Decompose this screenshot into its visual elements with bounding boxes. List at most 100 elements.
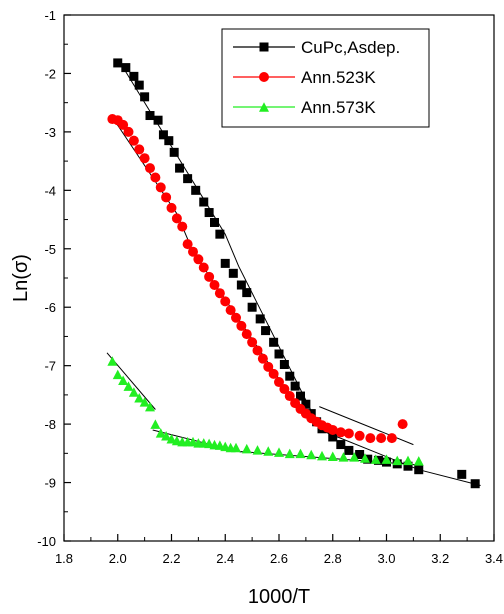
data-point (193, 254, 204, 265)
data-point (155, 182, 166, 193)
data-point (112, 369, 123, 380)
data-point (215, 229, 225, 239)
data-point (414, 465, 424, 475)
data-point (274, 349, 284, 359)
x-tick-label: 2.8 (324, 551, 342, 566)
data-point (175, 163, 185, 173)
data-series (107, 58, 480, 489)
series-1 (107, 114, 408, 444)
data-point (247, 337, 258, 348)
data-point (145, 163, 155, 174)
x-tick-label: 3.0 (377, 551, 395, 566)
data-point (118, 375, 129, 386)
data-point (255, 314, 265, 324)
data-point (171, 213, 182, 224)
data-point (296, 391, 305, 401)
data-point (121, 63, 131, 73)
data-point (183, 174, 193, 184)
legend-label: CuPc,Asdep. (301, 38, 400, 57)
data-point (381, 454, 392, 464)
data-point (274, 377, 284, 388)
data-point (242, 288, 252, 298)
data-point (177, 221, 188, 232)
data-point (241, 443, 252, 454)
data-point (470, 479, 480, 489)
data-point (113, 58, 123, 68)
data-point (228, 268, 238, 278)
data-point (403, 461, 413, 471)
data-point (247, 302, 257, 312)
data-point (284, 448, 295, 459)
series-0 (113, 58, 480, 489)
data-point (204, 208, 214, 218)
data-point (210, 217, 219, 227)
data-point (261, 326, 271, 336)
data-point (166, 433, 177, 444)
data-point (123, 126, 134, 137)
x-tick-label: 2.6 (270, 551, 288, 566)
data-point (397, 419, 408, 430)
data-point (225, 305, 236, 316)
data-point (169, 147, 179, 157)
series-2 (107, 356, 424, 466)
data-point (274, 447, 284, 457)
data-point (153, 115, 163, 125)
data-point (335, 427, 346, 438)
data-point (139, 153, 150, 164)
data-point (457, 469, 467, 479)
y-tick-label: -6 (44, 300, 56, 315)
data-point (150, 172, 161, 183)
x-tick-label: 2.2 (162, 551, 180, 566)
data-point (214, 288, 225, 299)
data-point (107, 356, 118, 366)
data-point (317, 450, 327, 461)
data-point (134, 144, 145, 155)
data-point (220, 296, 231, 307)
data-point (344, 445, 354, 455)
y-tick-label: -7 (44, 359, 56, 374)
legend-box (221, 28, 430, 128)
data-point (236, 320, 247, 331)
legend-label: Ann.573K (301, 98, 376, 117)
data-point (349, 452, 360, 462)
legend-label: Ann.523K (301, 68, 376, 87)
data-point (392, 455, 403, 466)
x-tick-label: 1.8 (55, 551, 73, 566)
data-point (285, 371, 295, 381)
data-point (161, 192, 172, 203)
data-point (236, 280, 246, 290)
data-point (355, 450, 365, 460)
data-point (327, 451, 338, 462)
x-tick-label: 3.2 (431, 551, 449, 566)
data-point (118, 119, 129, 130)
data-point (220, 258, 230, 268)
y-tick-label: -8 (44, 417, 56, 432)
x-tick-label: 3.4 (485, 551, 503, 566)
data-point (164, 136, 174, 146)
data-point (370, 454, 381, 464)
data-point (252, 445, 263, 455)
data-point (360, 453, 370, 463)
y-tick-label: -2 (44, 66, 56, 81)
y-tick-label: -9 (44, 476, 56, 491)
data-point (263, 446, 274, 456)
data-point (268, 368, 279, 379)
data-point (284, 391, 295, 402)
data-point (134, 393, 145, 403)
data-point (191, 185, 201, 195)
y-tick-label: -10 (37, 534, 56, 549)
data-point (295, 448, 306, 459)
data-point (338, 452, 349, 462)
data-point (328, 432, 338, 442)
y-axis-title: Ln(σ) (10, 254, 32, 302)
x-tick-label: 2.0 (109, 551, 127, 566)
data-point (209, 280, 220, 291)
data-point (279, 384, 290, 395)
data-point (365, 433, 376, 444)
data-point (150, 419, 161, 429)
y-tick-label: -5 (44, 242, 56, 257)
data-point (145, 401, 155, 412)
data-point (403, 455, 413, 466)
data-point (204, 271, 215, 282)
